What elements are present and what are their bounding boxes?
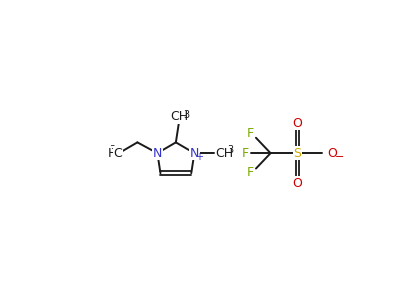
Text: H: H [108, 147, 117, 160]
Text: N: N [190, 147, 199, 160]
Text: 3: 3 [183, 110, 189, 120]
Text: CH: CH [170, 110, 188, 123]
Text: −: − [334, 152, 344, 162]
Text: +: + [195, 152, 203, 162]
Text: C: C [113, 147, 122, 160]
Text: CH: CH [215, 147, 233, 160]
Text: F: F [247, 166, 254, 179]
Text: F: F [247, 127, 254, 140]
Text: F: F [242, 147, 249, 160]
Text: N: N [153, 147, 162, 160]
Text: O: O [293, 116, 302, 130]
Text: O: O [328, 147, 337, 160]
Text: S: S [294, 147, 302, 160]
Text: 3: 3 [227, 145, 233, 155]
Text: 3: 3 [110, 145, 116, 155]
Text: O: O [293, 177, 302, 190]
